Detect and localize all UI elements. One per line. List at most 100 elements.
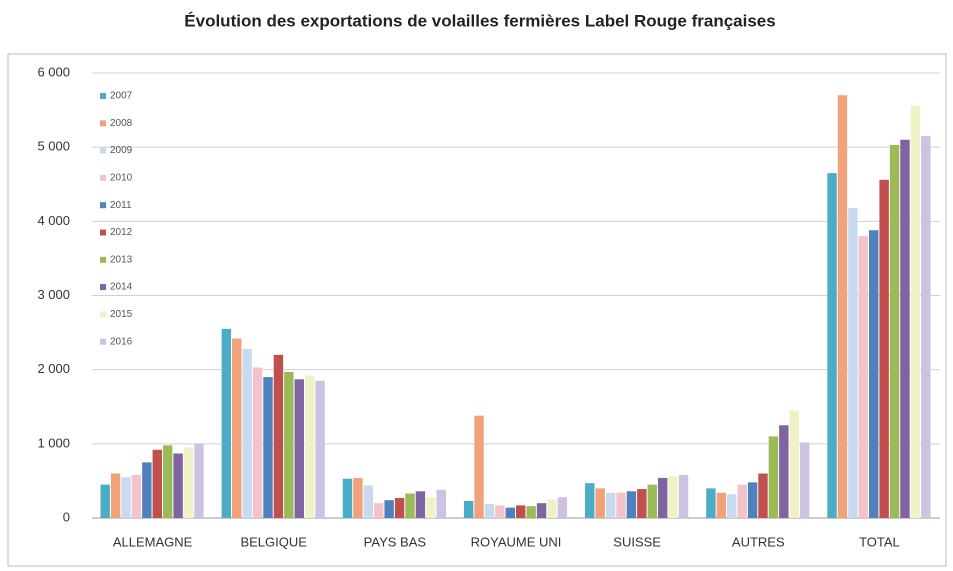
bar: [173, 453, 183, 518]
y-tick-label: 2 000: [37, 361, 70, 376]
bar: [263, 377, 273, 518]
bar: [415, 491, 426, 518]
bar: [315, 380, 325, 518]
x-tick-label: SUISSE: [613, 534, 661, 549]
bar: [616, 492, 626, 518]
bar: [194, 443, 204, 518]
bar: [142, 462, 152, 518]
bar: [342, 478, 353, 518]
bar: [536, 503, 547, 518]
legend-swatch: [100, 147, 106, 154]
bar: [121, 477, 131, 518]
y-tick-label: 6 000: [37, 64, 70, 79]
bar: [848, 207, 858, 518]
bar: [221, 328, 232, 518]
bar: [110, 473, 121, 518]
bar: [900, 139, 910, 518]
bar: [495, 505, 505, 518]
legend-label: 2008: [110, 118, 133, 129]
bar: [837, 95, 848, 518]
bar: [183, 447, 194, 518]
legend-label: 2009: [110, 145, 133, 156]
legend-label: 2016: [110, 336, 133, 347]
y-tick-label: 0: [63, 509, 70, 524]
bar: [252, 367, 263, 518]
bar: [747, 482, 758, 518]
bar: [516, 505, 526, 518]
bar: [353, 477, 363, 518]
legend-label: 2012: [110, 227, 133, 238]
bar: [921, 136, 931, 518]
bar: [474, 415, 484, 518]
bar: [426, 497, 436, 518]
bar: [374, 503, 384, 518]
chart-title: Évolution des exportations de volailles …: [184, 11, 775, 30]
legend-label: 2007: [110, 91, 133, 102]
bar: [647, 484, 657, 518]
legend-swatch: [100, 93, 106, 99]
bar: [758, 473, 768, 518]
bar: [789, 410, 799, 518]
bar: [232, 338, 242, 518]
bar: [768, 436, 779, 518]
bar: [484, 503, 495, 518]
y-tick-label: 1 000: [37, 435, 70, 450]
bar: [505, 507, 515, 518]
x-tick-label: TOTAL: [859, 534, 900, 549]
y-tick-label: 3 000: [37, 287, 70, 302]
bar: [526, 506, 536, 518]
bar: [547, 499, 557, 518]
bar: [463, 500, 474, 518]
bar: [706, 488, 716, 518]
bar: [304, 375, 315, 518]
bar: [436, 489, 446, 518]
bar: [626, 491, 637, 518]
bar: [100, 484, 110, 518]
bar: [557, 497, 568, 518]
bar: [273, 354, 284, 518]
legend-swatch: [100, 338, 106, 345]
bar: [879, 179, 889, 519]
bar: [294, 379, 304, 518]
bar: [869, 230, 879, 518]
legend-swatch: [100, 284, 106, 291]
bar: [162, 445, 173, 518]
legend-swatch: [100, 174, 106, 181]
bar: [152, 449, 162, 518]
legend-swatch: [100, 202, 106, 209]
bar: [889, 144, 900, 519]
y-tick-label: 4 000: [37, 213, 70, 228]
bar: [657, 477, 668, 518]
bar: [827, 173, 837, 518]
bar: [394, 497, 405, 518]
bar: [384, 500, 394, 518]
x-tick-label: AUTRES: [732, 534, 785, 549]
legend-label: 2013: [110, 254, 133, 265]
bar: [284, 371, 294, 518]
legend-swatch: [100, 120, 106, 127]
legend-label: 2014: [110, 282, 133, 293]
legend-label: 2015: [110, 309, 133, 320]
bar: [131, 474, 142, 518]
x-tick-label: ROYAUME UNI: [471, 534, 562, 549]
bar: [737, 484, 747, 518]
bar: [727, 494, 737, 518]
bar: [858, 236, 869, 518]
bar: [716, 492, 727, 518]
bar: [605, 492, 616, 518]
bar: [779, 425, 789, 518]
bar: [405, 493, 415, 518]
legend-label: 2011: [110, 200, 132, 211]
legend-label: 2010: [110, 173, 133, 184]
bar: [668, 476, 678, 518]
bar: [363, 485, 374, 518]
bar: [678, 474, 689, 518]
y-tick-label: 5 000: [37, 139, 70, 154]
bar: [585, 483, 595, 518]
bar: [910, 105, 921, 518]
legend-swatch: [100, 256, 106, 263]
legend-swatch: [100, 229, 106, 236]
x-tick-label: BELGIQUE: [240, 534, 307, 549]
bar: [242, 348, 252, 518]
